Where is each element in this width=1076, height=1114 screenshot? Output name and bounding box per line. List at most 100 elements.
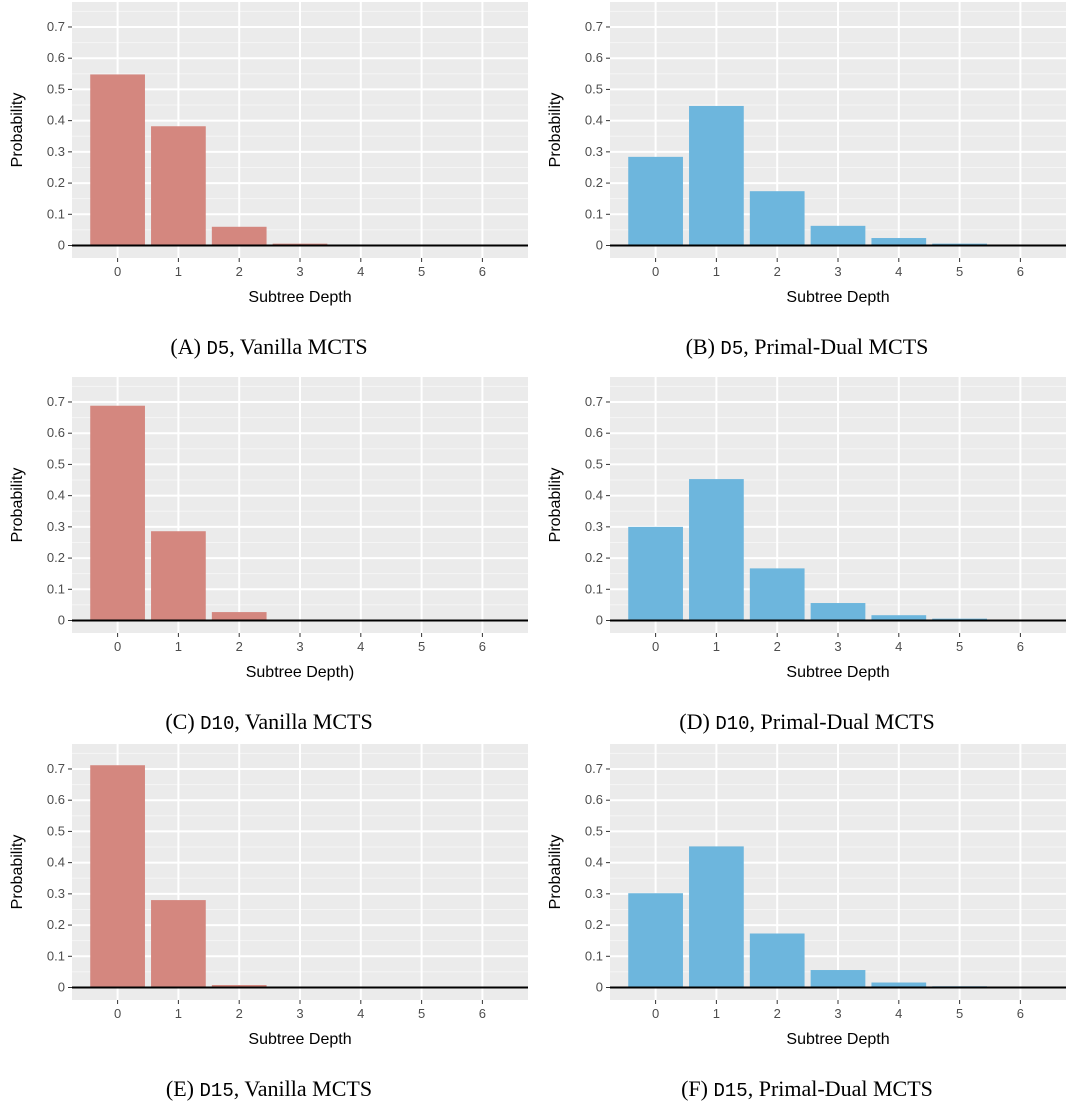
y-tick-label: 0.3 xyxy=(47,144,65,159)
caption-e: (E) D15, Vanilla MCTS xyxy=(0,1076,538,1102)
caption-f: (F) D15, Primal-Dual MCTS xyxy=(538,1076,1076,1102)
bar-4 xyxy=(871,615,927,621)
bar-2 xyxy=(749,568,805,621)
caption-f-prefix: (F) xyxy=(681,1076,714,1101)
y-tick-label: 0 xyxy=(596,238,603,253)
x-tick-label: 0 xyxy=(114,639,121,654)
bar-0 xyxy=(628,156,683,246)
x-tick-label: 6 xyxy=(479,1006,486,1021)
x-tick-label: 3 xyxy=(834,639,841,654)
y-tick-label: 0.3 xyxy=(585,519,603,534)
bar-0 xyxy=(90,74,145,246)
x-tick-label: 4 xyxy=(357,639,364,654)
y-tick-label: 0.7 xyxy=(47,394,65,409)
y-tick-label: 0.3 xyxy=(47,519,65,534)
x-tick-label: 3 xyxy=(296,1006,303,1021)
panel-e: 0 0.1 0.2 0.3 0.4 0.5 0.6 0.7 0 1 2 3 4 5 6 Subtree Dep… xyxy=(0,742,538,1114)
caption-a: (A) D5, Vanilla MCTS xyxy=(0,334,538,360)
y-tick-label: 0 xyxy=(58,613,65,628)
y-axis-title: Probability xyxy=(547,468,564,543)
y-tick-label: 0.4 xyxy=(585,113,603,128)
y-tick-label: 0.6 xyxy=(47,792,65,807)
y-tick-label: 0.1 xyxy=(585,581,603,596)
y-axis-title: Probability xyxy=(547,835,564,910)
x-tick-label: 4 xyxy=(357,264,364,279)
x-tick-label: 0 xyxy=(652,1006,659,1021)
caption-f-code: D15 xyxy=(713,1080,748,1102)
caption-a-prefix: (A) xyxy=(170,334,207,359)
bar-0 xyxy=(90,765,145,988)
x-axis-title: Subtree Depth xyxy=(786,1031,889,1048)
y-tick-label: 0.5 xyxy=(47,823,65,838)
bar-3 xyxy=(810,603,866,621)
caption-d: (D) D10, Primal-Dual MCTS xyxy=(538,709,1076,735)
y-tick-label: 0 xyxy=(58,238,65,253)
y-tick-label: 0.2 xyxy=(585,550,603,565)
x-axis-title: Subtree Depth xyxy=(786,289,889,306)
x-tick-label: 1 xyxy=(175,1006,182,1021)
caption-a-code: D5 xyxy=(206,338,230,360)
y-tick-label: 0.1 xyxy=(47,581,65,596)
x-tick-label: 6 xyxy=(479,264,486,279)
bar-3 xyxy=(810,225,866,246)
bar-0 xyxy=(628,893,683,988)
bar-0 xyxy=(90,405,145,621)
x-tick-label: 3 xyxy=(296,639,303,654)
bar-1 xyxy=(689,846,744,988)
x-axis-title: Subtree Depth xyxy=(786,664,889,681)
x-tick-label: 0 xyxy=(114,1006,121,1021)
x-tick-label: 2 xyxy=(236,639,243,654)
y-tick-label: 0.6 xyxy=(47,425,65,440)
y-tick-label: 0.3 xyxy=(47,886,65,901)
bar-2 xyxy=(211,985,267,988)
y-tick-label: 0.7 xyxy=(47,761,65,776)
y-tick-label: 0.4 xyxy=(47,488,65,503)
y-tick-label: 0.7 xyxy=(47,19,65,34)
y-tick-label: 0.2 xyxy=(47,550,65,565)
panel-d: 0 0.1 0.2 0.3 0.4 0.5 0.6 0.7 0 1 2 3 4 5 6 Subtree Dep… xyxy=(538,375,1076,747)
x-tick-label: 6 xyxy=(479,639,486,654)
y-tick-label: 0.6 xyxy=(47,50,65,65)
chart-c: 0 0.1 0.2 0.3 0.4 0.5 0.6 0.7 0 1 2 3 4 5 6 Subtree Dep… xyxy=(9,377,528,681)
x-tick-label: 1 xyxy=(713,639,720,654)
y-tick-label: 0.2 xyxy=(585,175,603,190)
chart-a: 0 0.1 0.2 0.3 0.4 0.5 0.6 0.7 0 1 2 3 4 5 6 Subtree Dep… xyxy=(9,2,528,306)
bar-4 xyxy=(871,982,927,988)
x-tick-label: 2 xyxy=(236,1006,243,1021)
bar-1 xyxy=(689,105,744,246)
y-tick-label: 0.6 xyxy=(585,792,603,807)
y-tick-label: 0.4 xyxy=(585,855,603,870)
bar-1 xyxy=(689,479,744,621)
x-tick-label: 3 xyxy=(296,264,303,279)
y-axis-title: Probability xyxy=(9,93,26,168)
x-tick-label: 5 xyxy=(956,1006,963,1021)
y-tick-label: 0.3 xyxy=(585,144,603,159)
x-tick-label: 3 xyxy=(834,1006,841,1021)
x-axis-title: Subtree Depth xyxy=(248,1031,351,1048)
caption-b: (B) D5, Primal-Dual MCTS xyxy=(538,334,1076,360)
x-tick-label: 1 xyxy=(175,264,182,279)
y-tick-label: 0 xyxy=(596,613,603,628)
y-tick-label: 0.5 xyxy=(585,823,603,838)
x-tick-label: 5 xyxy=(418,1006,425,1021)
x-tick-label: 1 xyxy=(713,1006,720,1021)
chart-f: 0 0.1 0.2 0.3 0.4 0.5 0.6 0.7 0 1 2 3 4 5 6 Subtree Dep… xyxy=(547,744,1066,1048)
caption-d-suffix: , Primal-Dual MCTS xyxy=(749,709,935,734)
x-tick-label: 4 xyxy=(895,264,902,279)
y-tick-label: 0.5 xyxy=(585,456,603,471)
chart-d: 0 0.1 0.2 0.3 0.4 0.5 0.6 0.7 0 1 2 3 4 5 6 Subtree Dep… xyxy=(547,377,1066,681)
x-axis-title: Subtree Depth xyxy=(248,289,351,306)
bar-1 xyxy=(151,126,206,246)
bar-2 xyxy=(749,933,805,988)
caption-b-code: D5 xyxy=(720,338,744,360)
caption-b-suffix: , Primal-Dual MCTS xyxy=(743,334,929,359)
bar-4 xyxy=(871,238,927,246)
y-tick-label: 0 xyxy=(596,980,603,995)
x-tick-label: 3 xyxy=(834,264,841,279)
x-tick-label: 2 xyxy=(774,264,781,279)
x-tick-label: 0 xyxy=(652,639,659,654)
panel-f: 0 0.1 0.2 0.3 0.4 0.5 0.6 0.7 0 1 2 3 4 5 6 Subtree Dep… xyxy=(538,742,1076,1114)
panel-a: 0 0.1 0.2 0.3 0.4 0.5 0.6 0.7 0 1 2 3 4 5 6 Subtree Dep… xyxy=(0,0,538,372)
bar-3 xyxy=(810,970,866,988)
